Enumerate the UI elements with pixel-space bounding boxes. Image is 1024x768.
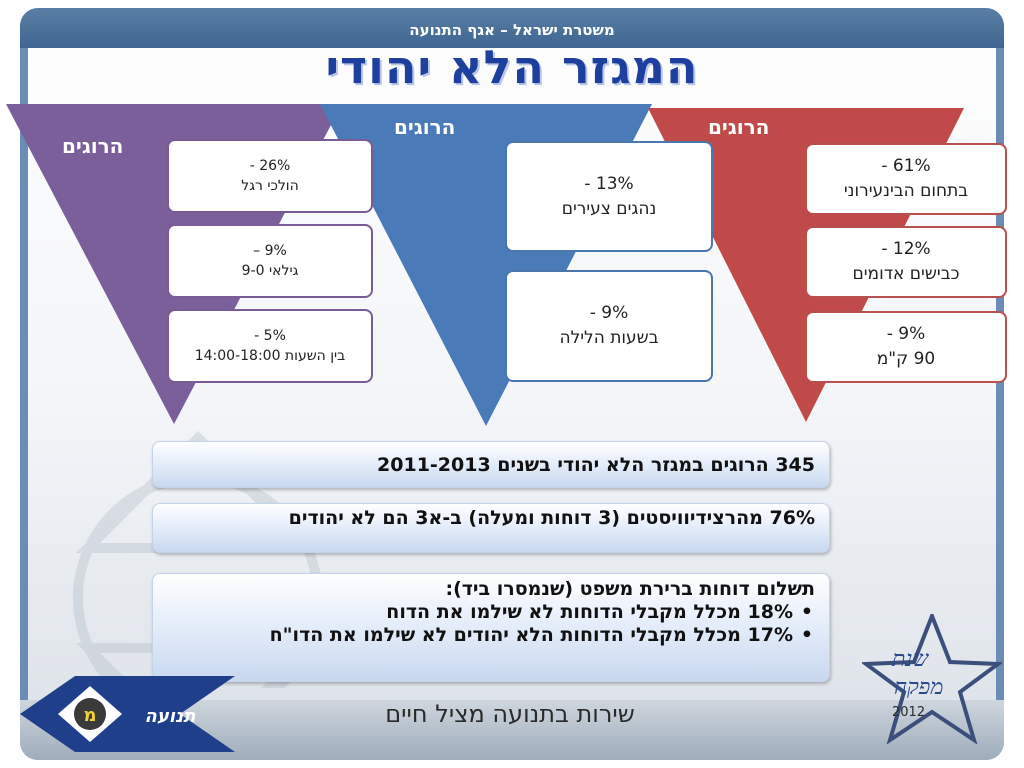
triangle-label-purple: הרוגים — [62, 134, 124, 158]
triangle-label-red: הרוגים — [708, 115, 770, 139]
stat-box-percent: 9% – — [253, 242, 287, 259]
stat-box-percent: 61% - — [881, 156, 931, 177]
stat-box: 12% - כבישים אדומים — [805, 226, 1007, 298]
stat-box: 13% - נהגים צעירים — [505, 141, 713, 252]
stat-box-percent: 13% - — [584, 173, 634, 194]
stat-box-label: בשעות הלילה — [559, 328, 659, 348]
slide-title: המגזר הלא יהודי — [325, 40, 699, 94]
stat-box: 9% - בשעות הלילה — [505, 270, 713, 382]
logo-text: תנועה — [145, 706, 197, 727]
stat-box-percent: 5% - — [254, 327, 286, 344]
stat-box-label: הולכי רגל — [241, 178, 299, 194]
list-item: 18% מכלל מקבלי הדוחות לא שילמו את הדוח — [167, 601, 813, 624]
summary-total-fatalities: 345 הרוגים במגזר הלא יהודי בשנים 2011-20… — [152, 441, 830, 488]
top-banner: משטרת ישראל – אגף התנועה — [20, 8, 1004, 48]
logo-text-line2: מפקח — [894, 675, 943, 700]
stat-box-percent: 9% - — [886, 324, 926, 345]
stat-box-label: נהגים צעירים — [561, 198, 657, 219]
footer-motto: שירות בתנועה מציל חיים — [385, 700, 635, 728]
summary-recidivists: 76% מהרצידיוויסטים (3 דוחות ומעלה) ב-א3 … — [152, 503, 830, 553]
year-of-inspector-logo: שנת מפקח 2012 — [862, 614, 1002, 744]
summary-fine-payment: תשלום דוחות ברירת משפט (שנמסרו ביד): 18%… — [152, 573, 830, 682]
summary-fine-heading: תשלום דוחות ברירת משפט (שנמסרו ביד): — [445, 578, 815, 600]
stat-box-label: כבישים אדומים — [852, 264, 960, 284]
logo-year: 2012 — [892, 705, 925, 720]
stat-box-percent: 9% - — [589, 303, 629, 324]
stat-box-label: 90 ק"מ — [876, 349, 936, 369]
traffic-division-logo: מ תנועה — [20, 676, 235, 752]
stat-box-percent: 26% - — [249, 157, 291, 174]
stat-box-percent: 12% - — [881, 239, 931, 260]
list-item: 17% מכלל מקבלי הדוחות הלא יהודים לא שילמ… — [167, 624, 813, 647]
stat-box: 9% - 90 ק"מ — [805, 311, 1007, 383]
stat-box-label: בין השעות 14:00-18:00 — [194, 348, 346, 364]
stat-box: 9% – גילאי 9-0 — [167, 224, 373, 298]
logo-letter: מ — [83, 705, 96, 726]
logo-text-line1: שנת — [891, 647, 930, 672]
summary-fine-list: 18% מכלל מקבלי הדוחות לא שילמו את הדוח 1… — [167, 601, 815, 647]
stat-box-label: בתחום הבינעירוני — [843, 181, 969, 201]
stat-box-label: גילאי 9-0 — [241, 263, 299, 279]
stat-box: 61% - בתחום הבינעירוני — [805, 143, 1007, 215]
triangle-label-blue: הרוגים — [394, 115, 456, 139]
stat-box: 26% - הולכי רגל — [167, 139, 373, 213]
stat-box: 5% - בין השעות 14:00-18:00 — [167, 309, 373, 383]
